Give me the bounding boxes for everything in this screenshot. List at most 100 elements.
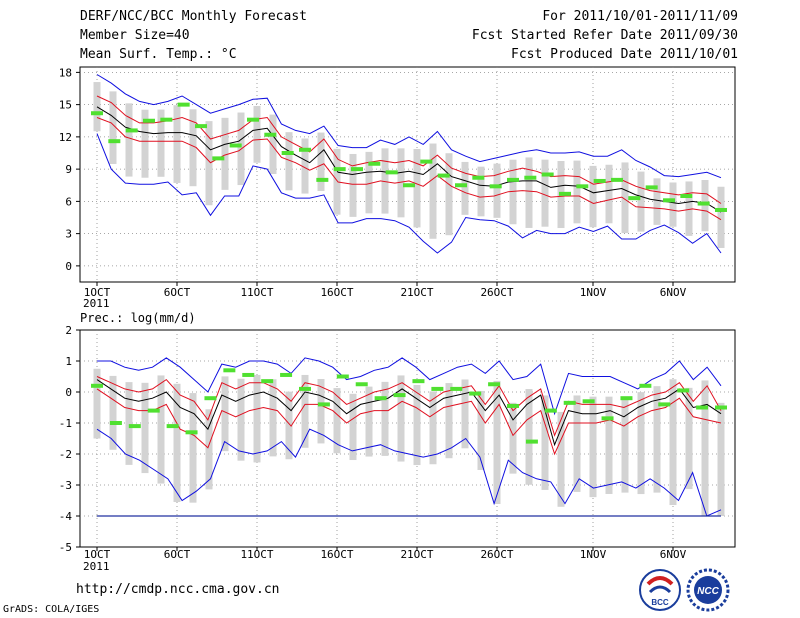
precip-ensemble-box bbox=[317, 379, 325, 444]
temp-ensemble-box bbox=[93, 82, 101, 132]
temp-xtick-label: 1OCT bbox=[84, 286, 111, 299]
temp-ytick-label: 15 bbox=[59, 99, 72, 112]
precip-mean-marker bbox=[450, 386, 463, 391]
temp-ytick-label: 18 bbox=[59, 66, 72, 79]
temp-mean-marker bbox=[403, 183, 415, 188]
precip-ensemble-box bbox=[173, 383, 181, 503]
ncc-logo-text: NCC bbox=[697, 586, 719, 597]
precip-ensemble-box bbox=[333, 388, 341, 454]
temp-mean-marker bbox=[143, 118, 155, 123]
precip-mean-marker bbox=[355, 382, 368, 387]
precip-ytick-label: -3 bbox=[59, 479, 72, 492]
temp-mean-marker bbox=[229, 143, 242, 148]
precip-ensemble-box bbox=[413, 384, 421, 466]
precip-mean-marker bbox=[261, 379, 274, 384]
temp-mean-marker bbox=[611, 177, 623, 182]
precip-mean-marker bbox=[412, 379, 425, 384]
temp-ensemble-box bbox=[461, 161, 469, 215]
started-date: Fcst Started Refer Date 2011/09/30 bbox=[471, 28, 738, 43]
temp-mean-marker bbox=[385, 170, 398, 175]
precip-ytick-label: 2 bbox=[65, 324, 72, 337]
temp-xtick-label: 1NOV bbox=[580, 286, 607, 299]
temp-ensemble-box bbox=[477, 166, 485, 217]
temp-ensemble-box bbox=[493, 163, 501, 218]
precip-xtick-label: 6OCT bbox=[164, 548, 191, 561]
ncc-logo: NCC bbox=[686, 568, 730, 612]
precip-ensemble-box bbox=[237, 378, 245, 461]
precip-mean-marker bbox=[563, 400, 576, 405]
member-size: Member Size=40 bbox=[80, 28, 190, 43]
precip-ensemble-box bbox=[605, 396, 613, 494]
precip-ensemble-box bbox=[397, 375, 405, 462]
precip-min-line bbox=[96, 428, 722, 517]
precip-mean-marker bbox=[620, 396, 633, 401]
precip-ensemble-box bbox=[269, 379, 277, 457]
temp-ensemble-box bbox=[157, 109, 165, 177]
temp-mean-marker bbox=[576, 184, 589, 189]
precip-ytick-label: -1 bbox=[59, 417, 72, 430]
temp-max-line bbox=[96, 74, 722, 179]
temp-ensemble-box bbox=[429, 143, 437, 239]
precip-mean-marker bbox=[317, 402, 330, 407]
temp-ensemble-box bbox=[349, 153, 357, 217]
precip-ensemble-box bbox=[477, 390, 485, 470]
temp-ensemble-box bbox=[509, 159, 517, 225]
precip-mean-marker bbox=[488, 382, 501, 387]
temp-mean-marker bbox=[437, 173, 450, 178]
temp-ensemble-box bbox=[141, 109, 149, 178]
precip-ensemble-box bbox=[461, 379, 469, 449]
precip-ensemble-box bbox=[557, 411, 565, 507]
temp-mean-marker bbox=[697, 201, 710, 206]
temp-mean-marker bbox=[472, 175, 485, 180]
temp-mean-marker bbox=[593, 178, 606, 183]
precip-mean-marker bbox=[677, 388, 690, 393]
precip-ensemble-box bbox=[285, 391, 293, 460]
temp-ensemble-box bbox=[285, 132, 293, 191]
temp-mean-marker bbox=[541, 172, 554, 177]
temp-ensemble-box bbox=[701, 180, 709, 232]
temp-mean-marker bbox=[212, 156, 225, 161]
precip-mean-marker bbox=[336, 374, 349, 379]
precip-frame bbox=[79, 329, 736, 548]
temp-mean-marker bbox=[715, 207, 727, 212]
precip-ensemble-box bbox=[189, 393, 197, 503]
bcc-logo: BCC bbox=[639, 569, 681, 611]
precip-ensemble-box bbox=[301, 374, 309, 448]
temp-mean-marker bbox=[368, 161, 381, 166]
forecast-period: For 2011/10/01-2011/11/09 bbox=[542, 9, 738, 24]
precip-mean-marker bbox=[242, 372, 255, 377]
temp-panel: 0 3 6 9 12 15 18 1OCT 6OCT 11OCT 16OCT 21OCT 26OCT 1N… bbox=[59, 66, 736, 310]
precip-mean-marker bbox=[128, 424, 141, 429]
precip-ensemble-box bbox=[157, 375, 165, 484]
precip-ensemble-box bbox=[429, 391, 437, 465]
temp-xtick-label: 26OCT bbox=[480, 286, 513, 299]
temp-mean-marker bbox=[489, 184, 502, 189]
temp-ensemble-box bbox=[125, 103, 133, 177]
precip-mean-marker bbox=[91, 383, 103, 388]
precip-mean-marker bbox=[582, 399, 595, 404]
temp-mean-marker bbox=[316, 177, 329, 182]
precip-year-label: 2011 bbox=[83, 560, 110, 573]
temp-ytick-label: 6 bbox=[65, 195, 72, 208]
temp-mean-marker bbox=[420, 159, 433, 164]
precip-mean-marker bbox=[507, 403, 519, 408]
temp-ensemble-box bbox=[525, 157, 533, 228]
precip-ensemble-box bbox=[349, 393, 357, 461]
temp-mean-marker bbox=[680, 194, 693, 198]
temp-year-label: 2011 bbox=[83, 297, 110, 310]
precip-ytick-label: -5 bbox=[59, 541, 72, 554]
temp-mean-marker bbox=[195, 124, 207, 129]
precip-mean-marker bbox=[393, 393, 406, 398]
temp-xtick-label: 6OCT bbox=[164, 286, 191, 299]
temp-ensemble-box bbox=[573, 160, 581, 224]
temp-xtick-label: 21OCT bbox=[400, 286, 433, 299]
precip-xtick-label: 16OCT bbox=[320, 548, 353, 561]
temp-ensemble-box bbox=[205, 121, 213, 206]
temp-mean-marker bbox=[125, 128, 138, 133]
temp-mean-marker bbox=[160, 117, 173, 122]
temp-mean-marker bbox=[524, 175, 537, 180]
source-url[interactable]: http://cmdp.ncc.cma.gov.cn bbox=[76, 582, 280, 597]
temp-lower-line bbox=[96, 117, 722, 221]
precip-ensemble-box bbox=[685, 387, 693, 490]
